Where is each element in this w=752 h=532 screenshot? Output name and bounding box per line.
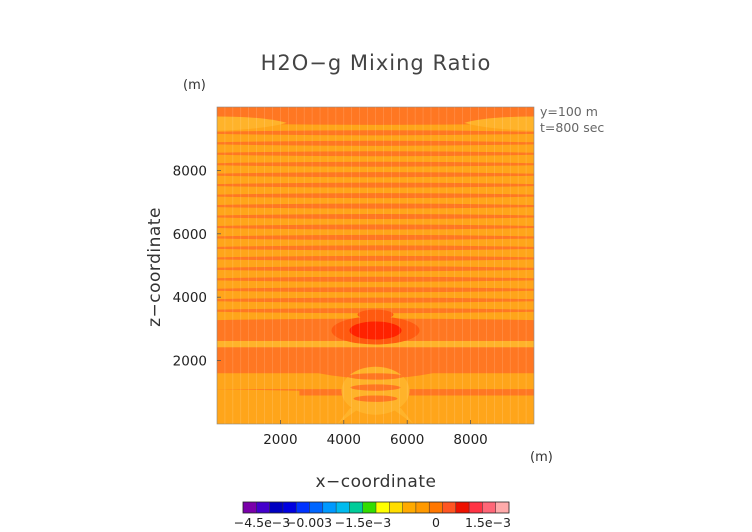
moisture-band bbox=[217, 144, 534, 153]
y-tick-label: 4000 bbox=[173, 290, 207, 306]
bubble-stripe bbox=[353, 395, 398, 402]
colorbar-swatch bbox=[415, 502, 430, 513]
moisture-band bbox=[217, 248, 534, 258]
colorbar-swatch bbox=[296, 502, 310, 513]
plot-frame bbox=[216, 106, 535, 425]
colorbar bbox=[242, 501, 510, 514]
colorbar-frame bbox=[242, 501, 510, 514]
y-tick-label: 8000 bbox=[173, 163, 207, 179]
bubble-stripe bbox=[347, 373, 404, 380]
y-axis-ticks: 2000 4000 6000 8000 bbox=[173, 163, 221, 370]
moisture-band bbox=[217, 196, 534, 206]
colorbar-label: −0.003 bbox=[286, 515, 332, 530]
colorbar-swatch bbox=[243, 502, 257, 513]
colorbar-swatch bbox=[362, 502, 377, 513]
colorbar-label: −1.5e−3 bbox=[335, 515, 391, 530]
moisture-band bbox=[217, 269, 534, 279]
x-tick-label: 4000 bbox=[327, 432, 361, 448]
corner-lens bbox=[217, 116, 287, 131]
colorbar-swatch bbox=[402, 502, 417, 513]
moisture-band bbox=[217, 165, 534, 174]
colorbar-swatch bbox=[429, 502, 443, 513]
moisture-band bbox=[217, 154, 534, 164]
colorbar-swatch bbox=[389, 502, 403, 513]
x-tick-label: 6000 bbox=[390, 432, 424, 448]
colorbar-swatch bbox=[336, 502, 350, 513]
moisture-band bbox=[217, 280, 534, 289]
heatmap-field bbox=[217, 107, 534, 424]
y-tick-label: 6000 bbox=[173, 227, 207, 243]
colorbar-swatch bbox=[482, 502, 496, 513]
moisture-band bbox=[217, 259, 534, 268]
moisture-band bbox=[217, 133, 534, 143]
colorbar-swatch bbox=[469, 502, 483, 513]
colorbar-swatch bbox=[442, 502, 457, 513]
x-tick-label: 8000 bbox=[453, 432, 487, 448]
colorbar-swatch bbox=[322, 502, 337, 513]
y-axis-label: z−coordinate bbox=[145, 207, 165, 327]
x-axis-unit: (m) bbox=[530, 450, 553, 465]
y-axis-unit: (m) bbox=[183, 78, 206, 93]
moisture-band bbox=[217, 290, 534, 300]
colorbar-label: −4.5e−3 bbox=[234, 515, 290, 530]
annotation-time: t=800 sec bbox=[540, 120, 604, 135]
colorbar-swatch bbox=[349, 502, 363, 513]
x-axis-label: x−coordinate bbox=[316, 472, 437, 492]
moisture-band bbox=[217, 238, 534, 247]
x-axis-ticks: 2000 4000 6000 8000 bbox=[263, 420, 488, 448]
colorbar-label: 0 bbox=[432, 515, 440, 530]
lower-layer bbox=[217, 389, 300, 396]
moisture-band bbox=[217, 217, 534, 226]
colorbar-swatch bbox=[495, 502, 510, 513]
moisture-peak bbox=[349, 321, 402, 340]
colorbar-swatch bbox=[269, 502, 284, 513]
moisture-band bbox=[217, 207, 534, 216]
chart-title: H2O−g Mixing Ratio bbox=[261, 51, 492, 75]
colorbar-tick-labels: −4.5e−3−0.003 −1.5e−3 0 1.5e−3 bbox=[234, 515, 511, 530]
bubble-stripe bbox=[350, 384, 401, 391]
corner-lens bbox=[464, 116, 534, 131]
bubble-leg bbox=[337, 408, 360, 424]
x-tick-label: 2000 bbox=[263, 432, 297, 448]
moisture-band bbox=[217, 175, 534, 185]
bubble-leg bbox=[391, 408, 414, 424]
moisture-peak-upper bbox=[357, 309, 394, 320]
colorbar-swatch bbox=[282, 502, 297, 513]
colorbar-swatch bbox=[376, 502, 390, 513]
colorbar-swatch bbox=[455, 502, 470, 513]
moisture-band bbox=[217, 123, 534, 132]
colorbar-swatch bbox=[256, 502, 270, 513]
annotation-y-position: y=100 m bbox=[540, 104, 598, 119]
moisture-band bbox=[217, 228, 534, 237]
moisture-band bbox=[217, 186, 534, 195]
colorbar-swatch bbox=[309, 502, 324, 513]
moisture-band bbox=[217, 301, 534, 310]
colorbar-label: 1.5e−3 bbox=[465, 515, 511, 530]
y-tick-label: 2000 bbox=[173, 354, 207, 370]
